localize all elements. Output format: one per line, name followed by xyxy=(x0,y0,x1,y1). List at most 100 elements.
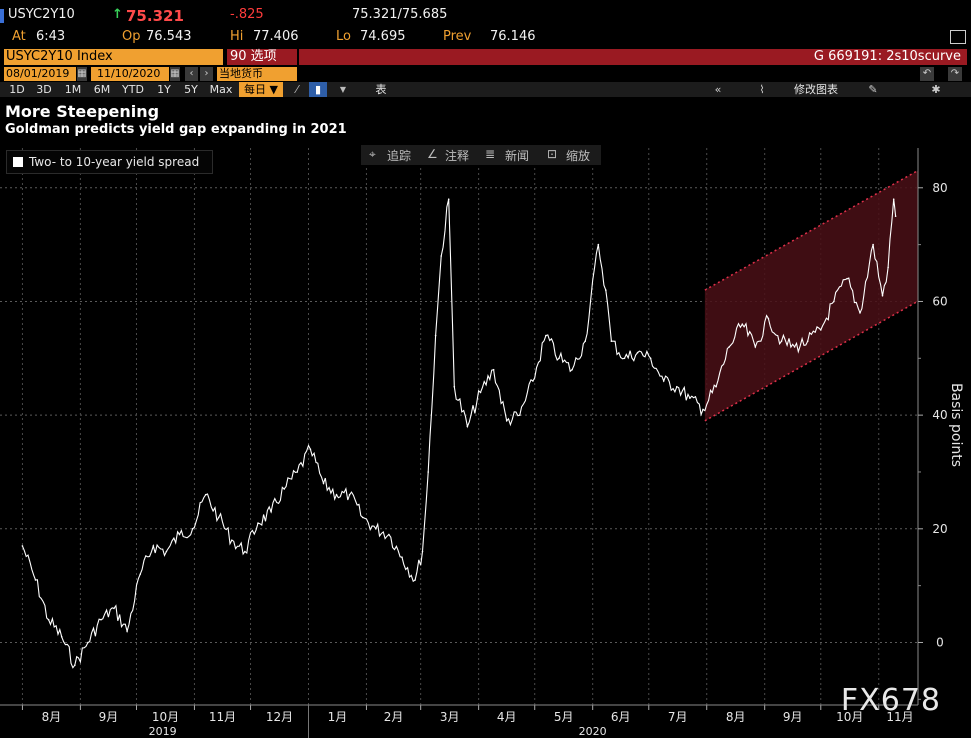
data-point xyxy=(152,545,155,547)
x-year-label: 2020 xyxy=(579,725,607,738)
period-1y[interactable]: 1Y xyxy=(157,83,171,96)
edit-chart-button[interactable]: 修改图表 xyxy=(794,83,838,96)
data-point xyxy=(519,414,521,416)
at-label: At xyxy=(12,29,26,44)
series-line xyxy=(21,199,897,669)
data-point xyxy=(296,471,299,473)
x-tick-label: 1月 xyxy=(328,710,348,724)
data-point xyxy=(780,340,783,343)
prev-value: 76.146 xyxy=(490,29,536,44)
data-point xyxy=(47,618,50,621)
x-tick-label: 5月 xyxy=(554,710,574,724)
end-date-input[interactable]: 11/10/2020 xyxy=(91,67,169,81)
data-point xyxy=(881,295,884,297)
data-point xyxy=(492,368,495,371)
data-point xyxy=(892,198,895,200)
x-year-label: 2019 xyxy=(149,725,177,738)
data-point xyxy=(676,385,678,388)
chart-type-dropdown-icon[interactable]: ▼ xyxy=(339,85,347,94)
x-tick-label: 3月 xyxy=(440,710,460,724)
data-point xyxy=(846,277,848,280)
x-tick-label: 8月 xyxy=(726,710,746,724)
y-tick-label: 60 xyxy=(932,294,947,308)
y-axis: 0 20 40 60 80 Basis points xyxy=(917,148,964,705)
period-1d[interactable]: 1D xyxy=(9,83,25,96)
data-point xyxy=(34,579,37,581)
at-value: 6:43 xyxy=(36,29,66,44)
data-point xyxy=(74,664,76,666)
net-change: -.825 xyxy=(230,7,264,22)
x-tick-label: 12月 xyxy=(266,710,293,724)
data-point xyxy=(335,493,338,496)
collapse-icon[interactable]: « xyxy=(714,83,722,96)
calendar-icon[interactable]: ▦ xyxy=(77,67,87,81)
news-icon[interactable]: ≣ xyxy=(485,147,496,161)
data-point xyxy=(806,340,809,343)
open-value: 76.543 xyxy=(146,29,192,44)
chart-settings-icon[interactable]: ⌇ xyxy=(759,83,765,96)
start-date-input[interactable]: 08/01/2019 xyxy=(4,67,76,81)
data-point xyxy=(584,340,586,343)
period-3d[interactable]: 3D xyxy=(36,83,52,96)
tool-zoom[interactable]: 缩放 xyxy=(566,149,591,163)
x-tick-label: 9月 xyxy=(99,710,119,724)
gear-icon[interactable]: ✱ xyxy=(931,83,941,96)
data-point xyxy=(113,607,115,610)
data-point xyxy=(283,488,286,490)
x-tick-label: 9月 xyxy=(783,710,803,724)
options-menu[interactable]: 90 选项 xyxy=(227,49,297,65)
period-1m[interactable]: 1M xyxy=(64,83,82,96)
currency-select[interactable]: 当地货币 xyxy=(217,67,297,81)
data-point xyxy=(715,385,717,388)
period-ytd[interactable]: YTD xyxy=(122,83,144,96)
data-point xyxy=(375,528,377,530)
data-point xyxy=(689,397,691,399)
crosshair-icon[interactable]: ⌖ xyxy=(369,147,376,161)
frequency-select[interactable]: 每日 ▼ xyxy=(239,82,283,97)
data-point xyxy=(165,550,168,553)
legend-label: Two- to 10-year yield spread xyxy=(29,155,200,169)
data-point xyxy=(767,317,770,320)
trend-channel xyxy=(704,170,918,422)
data-point xyxy=(728,346,730,348)
period-5y[interactable]: 5Y xyxy=(184,83,198,96)
quote-row: USYC2Y10 ↑ 75.321 -.825 75.321/75.685 xyxy=(0,7,971,25)
data-point xyxy=(100,618,102,621)
undo-icon[interactable]: ↶ xyxy=(920,67,934,81)
popout-icon[interactable] xyxy=(950,30,966,44)
period-max[interactable]: Max xyxy=(209,83,233,96)
line-chart-icon[interactable]: ⁄ xyxy=(296,83,298,96)
tool-annotate[interactable]: 注释 xyxy=(445,149,470,163)
data-point xyxy=(427,471,430,473)
open-label: Op xyxy=(122,29,141,44)
bar-chart-icon[interactable]: ▮ xyxy=(309,82,327,97)
data-point xyxy=(545,334,547,337)
prev-arrow-icon[interactable]: ‹ xyxy=(185,67,198,81)
security-field[interactable]: USYC2Y10 Index xyxy=(4,49,223,65)
edit-icon[interactable]: ✎ xyxy=(868,83,878,96)
data-point xyxy=(887,266,889,269)
data-point xyxy=(414,579,416,581)
grid-lines xyxy=(0,148,918,705)
period-6m[interactable]: 6M xyxy=(93,83,111,96)
zoom-icon[interactable]: ⊡ xyxy=(547,147,558,161)
tool-news[interactable]: 新闻 xyxy=(505,149,530,163)
x-tick-label: 2月 xyxy=(384,710,404,724)
redo-icon[interactable]: ↷ xyxy=(948,67,962,81)
x-axis: 8月 9月 10月 11月 12月 1月 2月 3月 4月 5月 6月 7月 8月 9月 10月 11月 201… xyxy=(0,704,918,738)
data-point xyxy=(231,539,233,541)
calendar-icon[interactable]: ▦ xyxy=(170,67,180,81)
data-point xyxy=(447,198,450,200)
annotate-icon[interactable]: ∠ xyxy=(427,147,438,161)
next-arrow-icon[interactable]: › xyxy=(200,67,213,81)
y-axis-title: Basis points xyxy=(948,383,964,467)
data-point xyxy=(894,215,897,217)
ticker-symbol[interactable]: USYC2Y10 xyxy=(8,7,75,22)
data-point xyxy=(872,243,874,246)
legend[interactable]: Two- to 10-year yield spread xyxy=(6,150,213,174)
x-tick-label: 8月 xyxy=(42,710,62,724)
data-point xyxy=(605,289,607,291)
tool-track[interactable]: 追踪 xyxy=(387,149,412,163)
table-button[interactable]: 表 xyxy=(375,83,387,96)
